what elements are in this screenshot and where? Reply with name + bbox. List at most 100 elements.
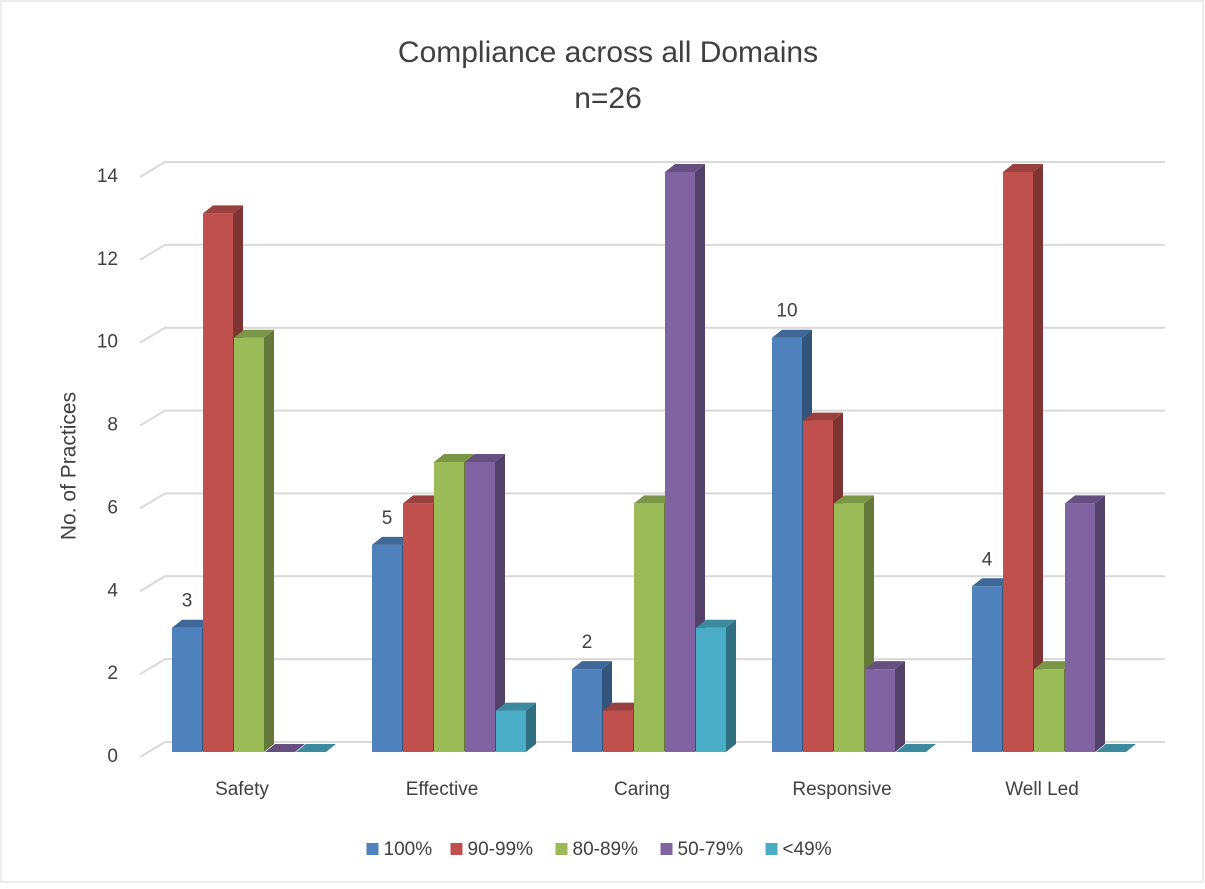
bar-top (896, 744, 936, 752)
bar-front (496, 710, 526, 752)
bar-front (696, 627, 726, 752)
bar-front (434, 462, 464, 752)
bar-front (1065, 503, 1095, 752)
y-tick-label: 0 (107, 746, 118, 767)
bar-side (1095, 495, 1105, 752)
x-tick-label: Responsive (792, 779, 891, 800)
bar-top (634, 495, 674, 504)
data-label: 5 (382, 508, 393, 529)
bar (234, 329, 274, 752)
data-label: 10 (776, 301, 797, 322)
bar-top (834, 495, 874, 504)
bar-side (695, 164, 705, 752)
bar-side (526, 702, 536, 752)
bar-side (895, 661, 905, 752)
legend-label: 90-99% (468, 839, 534, 860)
bar-front (403, 503, 433, 752)
bar-front (1034, 669, 1064, 752)
bar-front (1003, 172, 1033, 752)
bar-top (772, 329, 812, 338)
bar-top (434, 454, 474, 462)
bar (296, 744, 336, 752)
y-tick-label: 2 (107, 663, 118, 684)
y-tick-label: 6 (107, 497, 118, 518)
y-tick-label: 10 (97, 332, 118, 353)
bar-side (726, 619, 736, 752)
bar-front (234, 337, 264, 752)
bar-top (972, 578, 1012, 587)
bar-top (865, 661, 905, 670)
data-label: 2 (582, 632, 593, 653)
bar-top (296, 744, 336, 752)
x-tick-label: Effective (406, 779, 479, 800)
bar-side (495, 454, 505, 752)
bar-top (1034, 661, 1074, 670)
y-tick-label: 14 (97, 166, 119, 187)
y-tick-label: 12 (97, 249, 118, 270)
bar-side (1033, 164, 1043, 752)
grid-line (139, 409, 1165, 427)
bar (1065, 495, 1105, 752)
bar-front (972, 586, 1002, 752)
bar (665, 164, 705, 752)
bar-front (834, 503, 864, 752)
legend-label: <49% (783, 839, 832, 860)
bar-front (172, 627, 202, 752)
legend-swatch (366, 843, 379, 855)
bar (896, 744, 936, 752)
bar (1003, 164, 1043, 752)
bar-top (1003, 164, 1043, 172)
legend-swatch (555, 843, 568, 855)
legend-swatch (765, 843, 778, 855)
bar-front (203, 213, 233, 752)
grid-line (139, 161, 1165, 178)
bar-front (865, 669, 895, 752)
bar-top (234, 329, 274, 338)
bar-top (696, 619, 736, 628)
bar-top (572, 661, 612, 670)
legend-swatch (660, 843, 673, 855)
bar-side (264, 329, 274, 752)
bar-top (665, 164, 705, 172)
bar-top (203, 205, 243, 214)
legend-label: 80-89% (573, 839, 639, 860)
bar (496, 702, 536, 752)
x-tick-label: Well Led (1005, 779, 1079, 800)
bar-top (465, 454, 505, 462)
y-tick-label: 4 (107, 580, 118, 601)
x-tick-label: Safety (215, 779, 269, 800)
y-axis-label: No. of Practices (58, 392, 81, 540)
bar-top (803, 412, 843, 421)
chart-title: Compliance across all Domains (398, 36, 818, 69)
grid-line (139, 326, 1165, 344)
x-tick-label: Caring (614, 779, 670, 800)
bar-front (803, 420, 833, 752)
bar-top (403, 495, 443, 504)
bar (265, 744, 305, 752)
bar-front (772, 337, 802, 752)
bar-front (665, 172, 695, 752)
bar-front (634, 503, 664, 752)
bar (465, 454, 505, 752)
bar-top (496, 702, 536, 711)
legend-label: 100% (384, 839, 433, 860)
data-label: 3 (182, 591, 193, 612)
bar-top (1065, 495, 1105, 504)
legend-label: 50-79% (678, 839, 744, 860)
bar (696, 619, 736, 752)
bar-front (465, 462, 495, 752)
bar-top (603, 702, 643, 711)
bar-front (603, 710, 633, 752)
grid-line (139, 243, 1165, 261)
y-tick-label: 8 (107, 415, 118, 436)
legend-swatch (450, 843, 463, 855)
bar (1096, 744, 1136, 752)
chart-subtitle: n=26 (574, 82, 642, 115)
bar (865, 661, 905, 752)
bar-top (172, 619, 212, 628)
bar-top (265, 744, 305, 752)
bar-front (372, 544, 402, 752)
bar-top (372, 536, 412, 545)
data-label: 4 (982, 549, 993, 570)
